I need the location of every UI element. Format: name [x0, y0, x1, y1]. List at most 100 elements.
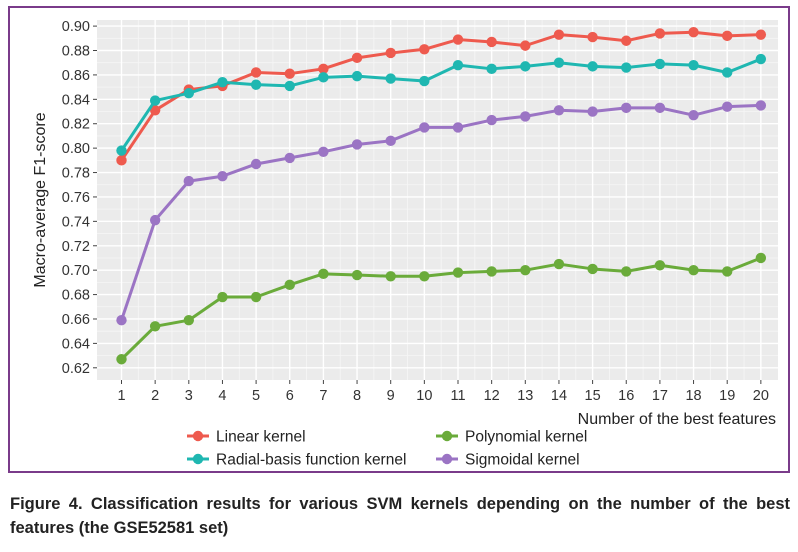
data-point: [250, 79, 262, 90]
series-line: [120, 57, 762, 152]
legend-item: Polynomial kernel: [436, 429, 587, 446]
y-tick-label: 0.64: [62, 336, 90, 352]
x-tick-label: 8: [353, 388, 361, 404]
series-2: [116, 53, 767, 156]
data-point: [520, 61, 531, 72]
y-tick-label: 0.72: [62, 239, 90, 255]
legend-label: Sigmoidal kernel: [465, 452, 580, 469]
x-tick-label: 13: [517, 388, 533, 404]
data-point: [116, 315, 127, 326]
data-point: [385, 73, 396, 84]
data-point: [217, 171, 228, 182]
legend-item: Linear kernel: [187, 429, 306, 446]
data-point: [250, 158, 262, 170]
x-tick-label: 4: [218, 388, 226, 404]
legend-label: Polynomial kernel: [465, 429, 587, 446]
legend: Linear kernel Polynomial kernel Radial-bas…: [187, 429, 587, 469]
data-point: [520, 111, 531, 122]
data-point: [284, 152, 295, 164]
data-point: [553, 105, 565, 116]
y-axis-label: Macro-average F1-score: [32, 112, 49, 287]
data-point: [452, 122, 464, 133]
data-point: [520, 40, 531, 51]
data-point: [385, 47, 396, 59]
series-line: [120, 256, 762, 361]
data-point: [688, 27, 699, 38]
data-point: [587, 106, 598, 117]
data-point: [755, 53, 767, 65]
data-point: [486, 266, 497, 277]
data-point: [722, 266, 733, 277]
data-point: [452, 59, 464, 71]
x-tick-label: 18: [685, 388, 701, 404]
figure-caption: Figure 4. Classification results for var…: [10, 495, 790, 537]
x-tick-label: 7: [319, 388, 327, 404]
data-point: [116, 354, 127, 365]
x-tick-label: 1: [117, 388, 125, 404]
data-point: [654, 58, 666, 70]
data-point: [654, 260, 666, 271]
y-tick-label: 0.62: [62, 361, 90, 377]
data-point: [149, 321, 161, 332]
data-point: [149, 95, 161, 106]
data-point: [385, 271, 396, 282]
data-point: [452, 267, 464, 278]
legend-swatch-point: [192, 453, 204, 465]
data-point: [351, 139, 363, 150]
data-point: [183, 175, 194, 187]
data-point: [755, 252, 767, 264]
data-point: [587, 31, 598, 43]
legend-item: Radial-basis function kernel: [187, 452, 406, 469]
data-point: [621, 266, 632, 277]
x-tick-label: 5: [252, 388, 260, 404]
data-point: [452, 34, 464, 45]
data-point: [250, 67, 262, 78]
data-point: [284, 80, 295, 92]
data-point: [419, 75, 430, 87]
data-point: [318, 72, 329, 83]
data-point: [149, 105, 161, 116]
data-point: [553, 57, 565, 68]
data-point: [385, 135, 396, 147]
x-axis-label: Number of the best features: [578, 411, 776, 428]
x-tick-label: 14: [551, 388, 567, 404]
figure-frame: 0.62 0.64 0.66 0.68 0.70 0.72 0.74 0.76 0.78 0.80…: [8, 6, 790, 473]
axes: 0.62 0.64 0.66 0.68 0.70 0.72 0.74 0.76 0.78 0.80…: [62, 19, 769, 404]
y-tick-label: 0.74: [62, 214, 90, 230]
data-point: [654, 28, 666, 39]
x-tick-label: 12: [484, 388, 500, 404]
data-point: [217, 77, 228, 88]
x-tick-label: 3: [185, 388, 193, 404]
data-point: [116, 155, 127, 166]
data-point: [419, 271, 430, 282]
y-tick-label: 0.68: [62, 288, 90, 304]
data-point: [183, 88, 194, 99]
y-tick-label: 0.88: [62, 44, 90, 60]
data-point: [722, 101, 733, 112]
x-tick-label: 20: [753, 388, 769, 404]
x-tick-label: 6: [286, 388, 294, 404]
data-point: [284, 68, 295, 79]
data-point: [688, 109, 699, 121]
series-line: [120, 103, 761, 321]
data-point: [351, 70, 363, 82]
data-point: [654, 102, 666, 114]
data-point: [553, 29, 565, 40]
x-tick-label: 16: [618, 388, 634, 404]
x-tick-label: 9: [387, 388, 395, 404]
data-point: [318, 146, 329, 157]
data-point: [419, 44, 430, 55]
x-tick-label: 10: [416, 388, 432, 404]
data-point: [250, 291, 262, 303]
series-1: [116, 252, 767, 365]
plot-background: [97, 20, 778, 380]
y-tick-label: 0.82: [62, 117, 90, 133]
data-point: [486, 114, 497, 126]
y-tick-label: 0.70: [62, 263, 90, 279]
legend-label: Radial-basis function kernel: [216, 452, 406, 469]
series-layer: [116, 27, 767, 365]
data-point: [419, 122, 430, 133]
data-point: [284, 279, 295, 291]
y-tick-label: 0.78: [62, 166, 90, 182]
x-tick-label: 17: [652, 388, 668, 404]
